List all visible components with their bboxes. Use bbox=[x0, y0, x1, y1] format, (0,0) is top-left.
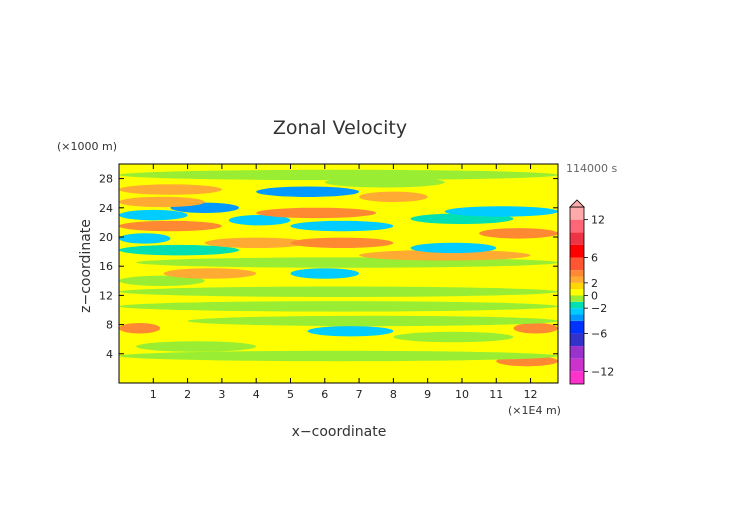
x-tick-label: 10 bbox=[455, 388, 469, 401]
contour-band-25 bbox=[228, 214, 291, 226]
colorbar-swatch-1 bbox=[570, 358, 584, 372]
colorbar-swatch-10 bbox=[570, 282, 584, 290]
x-tick-label: 6 bbox=[321, 388, 328, 401]
x-tick-label: 9 bbox=[424, 388, 431, 401]
contour-band-24 bbox=[290, 220, 394, 232]
x-axis-label: x−coordinate bbox=[292, 424, 387, 440]
x-tick-label: 12 bbox=[524, 388, 538, 401]
colorbar-tick-label: −6 bbox=[591, 327, 607, 340]
contour-band-27 bbox=[119, 209, 188, 221]
colorbar-swatch-8 bbox=[570, 295, 584, 302]
contour-band-11 bbox=[119, 286, 558, 297]
contour-band-7 bbox=[513, 323, 558, 334]
y-tick-label: 16 bbox=[99, 260, 113, 273]
contour-band-34 bbox=[119, 184, 222, 195]
contour-band-14 bbox=[290, 268, 360, 279]
contour-band-1 bbox=[221, 359, 558, 370]
x-tick-label: 7 bbox=[356, 388, 363, 401]
contour-band-18 bbox=[410, 242, 497, 254]
colorbar-swatch-0 bbox=[570, 371, 584, 384]
colorbar-tick-label: 12 bbox=[591, 214, 605, 227]
colorbar: 12 6 20−2 −6 −12 bbox=[569, 199, 614, 385]
contour-band-36 bbox=[119, 169, 558, 181]
y-tick-label: 4 bbox=[106, 348, 113, 361]
colorbar-swatch-17 bbox=[570, 207, 584, 220]
colorbar-overflow-arrow bbox=[569, 199, 585, 208]
contour-band-19 bbox=[204, 237, 308, 249]
x-tick-label: 5 bbox=[287, 388, 294, 401]
x-tick-label: 4 bbox=[253, 388, 260, 401]
time-label: 114000 s bbox=[566, 162, 617, 175]
colorbar-tick-label: −2 bbox=[591, 302, 607, 315]
plot-frame bbox=[118, 163, 559, 384]
contour-band-33 bbox=[256, 186, 360, 197]
contour-band-3 bbox=[119, 350, 558, 362]
contour-band-32 bbox=[359, 191, 428, 203]
x-tick-label: 11 bbox=[489, 388, 503, 401]
contour-band-9 bbox=[187, 315, 558, 327]
colorbar-tick-label: 0 bbox=[591, 290, 598, 303]
contour-band-8 bbox=[307, 325, 394, 337]
contour-band-21 bbox=[119, 233, 171, 244]
x-tick-label: 1 bbox=[150, 388, 157, 401]
colorbar-swatch-15 bbox=[570, 232, 584, 245]
chart-title: Zonal Velocity bbox=[273, 117, 407, 139]
colorbar-swatch-2 bbox=[570, 346, 584, 359]
contour-band-29 bbox=[444, 206, 558, 217]
contour-band-0 bbox=[119, 366, 222, 378]
colorbar-swatch-9 bbox=[570, 289, 584, 296]
y-tick-label: 28 bbox=[99, 173, 113, 186]
colorbar-swatch-16 bbox=[570, 219, 584, 233]
y-axis: 4 8 12 16 20 24 28 bbox=[99, 173, 558, 361]
contour-band-13 bbox=[163, 268, 257, 279]
x-axis: 1 2 3 4 5 6 7 8 9 10 11 12 bbox=[150, 164, 538, 401]
contour-bands bbox=[119, 169, 558, 378]
y-tick-label: 20 bbox=[99, 231, 113, 244]
contour-band-22 bbox=[479, 228, 558, 239]
contour-band-16 bbox=[359, 250, 531, 261]
colorbar-swatch-5 bbox=[570, 314, 584, 321]
contour-band-20 bbox=[290, 237, 394, 249]
x-tick-label: 8 bbox=[390, 388, 397, 401]
y-tick-label: 24 bbox=[99, 202, 113, 215]
x-tick-label: 3 bbox=[218, 388, 225, 401]
colorbar-swatch-4 bbox=[570, 320, 584, 334]
contour-band-12 bbox=[119, 275, 205, 287]
y-tick-label: 8 bbox=[106, 319, 113, 332]
contour-band-17 bbox=[119, 244, 240, 256]
contour-band-4 bbox=[136, 341, 257, 352]
contour-band-5 bbox=[393, 331, 514, 343]
y-tick-label: 12 bbox=[99, 289, 113, 302]
y-unit-label: (×1000 m) bbox=[57, 140, 117, 153]
colorbar-swatch-14 bbox=[570, 244, 584, 258]
colorbar-tick-label: −12 bbox=[591, 365, 614, 378]
colorbar-swatch-12 bbox=[570, 270, 584, 277]
colorbar-swatch-11 bbox=[570, 276, 584, 283]
colorbar-tick-label: 2 bbox=[591, 277, 598, 290]
x-unit-label: (×1E4 m) bbox=[508, 404, 561, 417]
contour-band-10 bbox=[119, 301, 558, 312]
colorbar-swatch-7 bbox=[570, 301, 584, 309]
contour-band-6 bbox=[119, 323, 161, 334]
colorbar-tick-label: 6 bbox=[591, 252, 598, 265]
plot-area bbox=[119, 164, 558, 383]
y-axis-label: z−coordinate bbox=[78, 219, 94, 313]
contour-band-28 bbox=[256, 207, 377, 219]
contour-band-31 bbox=[119, 196, 205, 208]
x-tick-label: 2 bbox=[184, 388, 191, 401]
contour-band-23 bbox=[119, 220, 222, 232]
colorbar-swatch-6 bbox=[570, 308, 584, 315]
colorbar-swatch-3 bbox=[570, 333, 584, 347]
colorbar-swatch-13 bbox=[570, 257, 584, 271]
